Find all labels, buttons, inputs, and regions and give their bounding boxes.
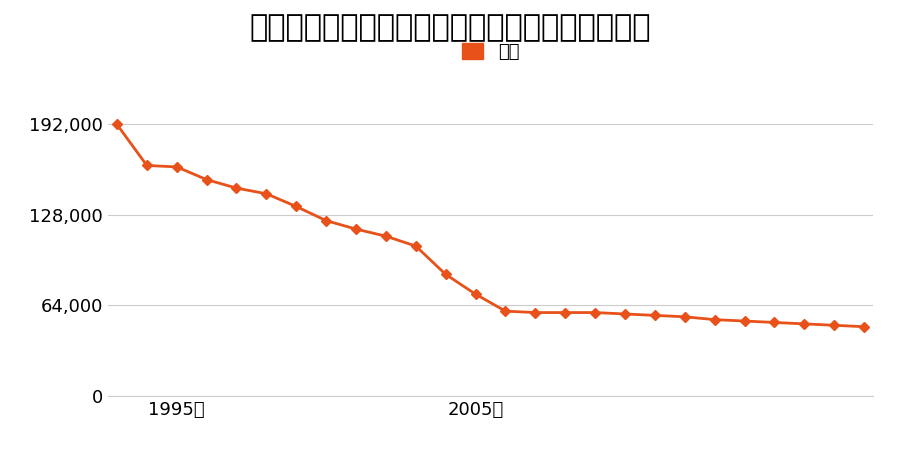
Legend: 価格: 価格 [462,43,519,61]
Text: 千葉県千葉市中央区花輪町３８番４６の地価推移: 千葉県千葉市中央区花輪町３８番４６の地価推移 [249,14,651,42]
